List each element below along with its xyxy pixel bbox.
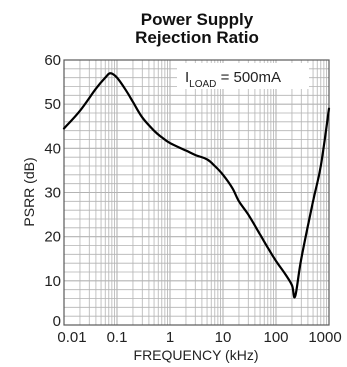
chart-title-line-2: Rejection Ratio	[135, 28, 259, 47]
y-tick-label: 60	[44, 52, 61, 69]
annotation-label: ILOAD = 500mA	[185, 69, 281, 90]
y-tick-label: 50	[44, 96, 61, 113]
y-tick-label: 20	[44, 229, 61, 246]
plot-frame	[63, 59, 330, 326]
x-tick-labels: 0.01 0.1 1 10 100 1000	[57, 329, 341, 346]
load-annotation: ILOAD = 500mA	[177, 63, 309, 90]
psrr-series-line-0	[62, 72, 331, 299]
y-tick-label: 30	[44, 185, 61, 202]
x-tick-label: 1000	[308, 329, 341, 346]
y-tick-label: 40	[44, 140, 61, 157]
annotation-background	[177, 63, 309, 89]
y-tick-label: 0	[53, 313, 61, 330]
x-axis-label: FREQUENCY (kHz)	[134, 347, 259, 363]
x-tick-label: 0.1	[107, 329, 128, 346]
annotation-main: I	[185, 69, 189, 86]
x-tick-label: 0.01	[57, 329, 86, 346]
y-axis-label: PSRR (dB)	[21, 157, 37, 226]
x-tick-label: 10	[215, 329, 232, 346]
x-tick-label: 1	[166, 329, 174, 346]
chart-title-line-1: Power Supply	[141, 10, 254, 29]
x-tick-label: 100	[263, 329, 288, 346]
annotation-subscript: LOAD	[189, 79, 216, 90]
series-layer	[62, 72, 331, 299]
y-tick-labels: 0 10 20 30 40 50 60	[44, 52, 61, 330]
y-tick-label: 10	[44, 273, 61, 290]
annotation-rest: = 500mA	[216, 69, 281, 86]
